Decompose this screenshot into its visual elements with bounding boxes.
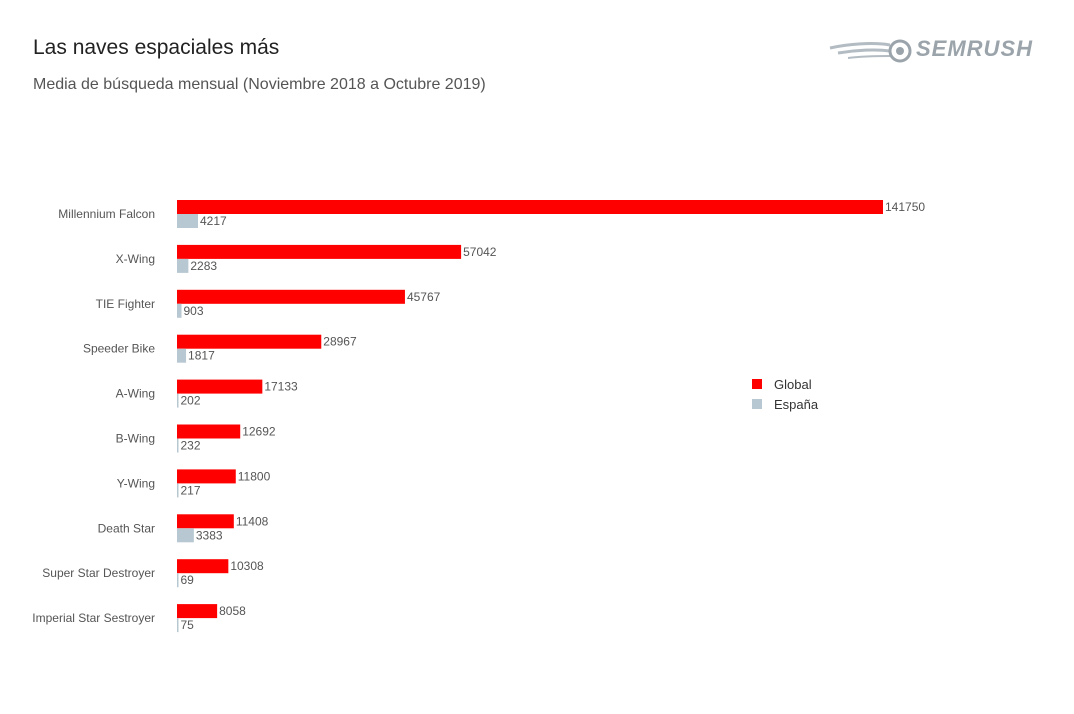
semrush-fireball-icon — [829, 39, 912, 63]
data-label-global: 8058 — [219, 604, 246, 618]
category-label: Super Star Destroyer — [42, 566, 155, 580]
bar-espana — [177, 438, 179, 453]
data-label-global: 141750 — [885, 200, 925, 214]
bar-global — [177, 424, 241, 439]
category-label: B-Wing — [116, 432, 155, 446]
bar-global — [177, 200, 883, 214]
data-label-espana: 1817 — [188, 349, 215, 363]
semrush-wordmark: SEMRUSH — [916, 36, 1034, 61]
bar-espana — [177, 258, 189, 273]
data-label-global: 28967 — [323, 335, 357, 349]
chart-title: Las naves espaciales más — [33, 36, 280, 59]
bar-global — [177, 244, 462, 259]
bar-global — [177, 604, 218, 619]
bar-espana — [177, 528, 194, 543]
legend-swatch-global — [752, 379, 762, 389]
category-label: A-Wing — [116, 387, 155, 401]
data-label-global: 45767 — [407, 290, 441, 304]
bar-global — [177, 379, 263, 394]
bar-global — [177, 469, 236, 484]
legend: Global España — [752, 374, 818, 414]
bar-global — [177, 334, 322, 349]
data-label-global: 12692 — [242, 425, 276, 439]
bar-global — [177, 289, 405, 304]
category-label: Death Star — [98, 521, 155, 535]
bar-espana — [177, 483, 179, 498]
data-label-global: 11800 — [238, 469, 271, 483]
category-label: Imperial Star Sestroyer — [32, 611, 155, 625]
legend-item-global: Global — [752, 374, 818, 394]
chart-subtitle: Media de búsqueda mensual (Noviembre 201… — [33, 76, 486, 93]
bar-espana — [177, 214, 199, 228]
bar-espana — [177, 393, 179, 408]
data-label-espana: 903 — [183, 304, 203, 318]
legend-item-espana: España — [752, 394, 818, 414]
data-label-espana: 3383 — [196, 528, 223, 542]
bar-espana — [177, 348, 187, 363]
data-label-global: 11408 — [236, 514, 269, 528]
data-label-espana: 75 — [181, 618, 195, 632]
legend-label-espana: España — [774, 396, 819, 412]
legend-swatch-espana — [752, 399, 762, 409]
bar-espana — [177, 618, 179, 633]
semrush-logo: SEMRUSH — [828, 34, 1040, 66]
category-label: TIE Fighter — [96, 297, 155, 311]
data-label-espana: 217 — [181, 483, 201, 497]
data-label-espana: 202 — [181, 394, 201, 408]
category-label: Millennium Falcon — [58, 207, 155, 221]
bar-espana — [177, 573, 179, 588]
legend-label-global: Global — [774, 376, 812, 392]
data-label-espana: 4217 — [200, 214, 227, 228]
bar-global — [177, 514, 234, 529]
category-label: Y-Wing — [117, 476, 155, 490]
data-label-espana: 232 — [181, 439, 201, 453]
category-label: Speeder Bike — [83, 342, 155, 356]
data-label-global: 57042 — [463, 245, 497, 259]
data-label-global: 17133 — [264, 380, 298, 394]
bar-espana — [177, 303, 182, 318]
category-label: X-Wing — [116, 252, 155, 266]
bar-global — [177, 559, 229, 574]
data-label-espana: 69 — [181, 573, 195, 587]
data-label-espana: 2283 — [190, 259, 217, 273]
data-label-global: 10308 — [230, 559, 264, 573]
